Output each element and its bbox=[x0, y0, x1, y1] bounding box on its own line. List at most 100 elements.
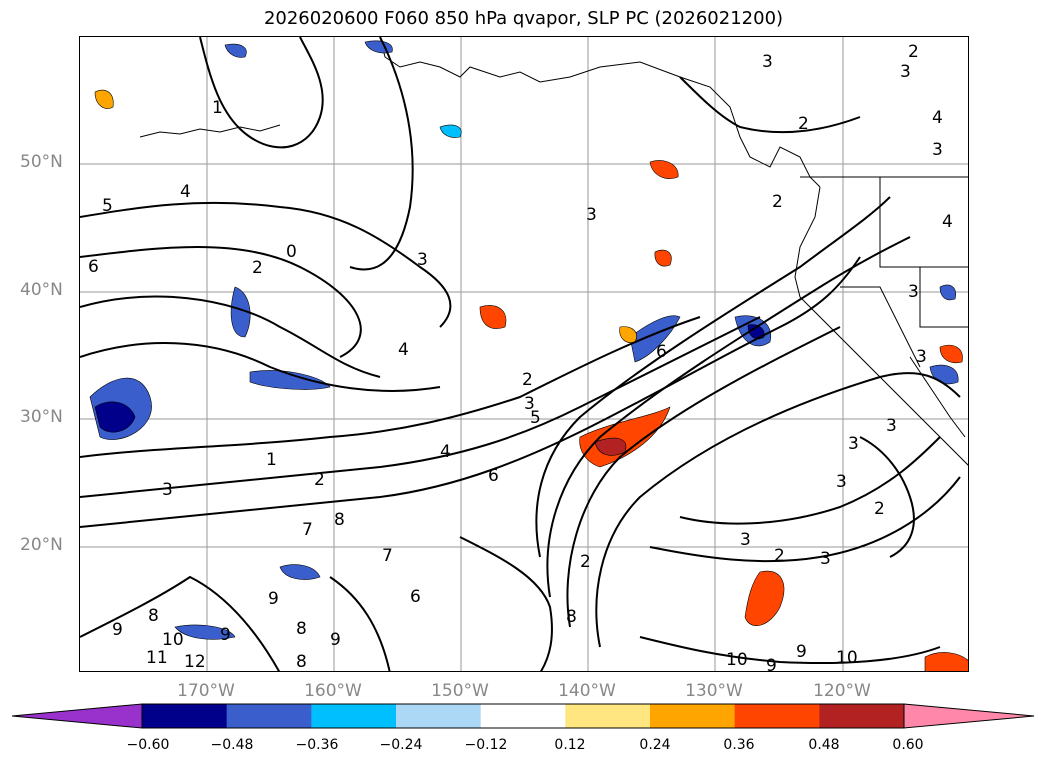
contour-label: 10 bbox=[726, 650, 748, 670]
contour-9 bbox=[546, 236, 911, 598]
contour-label: 0 bbox=[286, 242, 297, 262]
contour-label: 6 bbox=[656, 342, 667, 362]
patch-blue-6 bbox=[279, 564, 321, 580]
contour-label: 9 bbox=[268, 589, 279, 609]
contour-label: 3 bbox=[916, 347, 927, 367]
islands-aleutian bbox=[139, 124, 281, 138]
colorbar-segment bbox=[565, 704, 651, 728]
contour-label: 8 bbox=[296, 619, 307, 639]
contour-label: 11 bbox=[146, 648, 168, 668]
patch-red-5 bbox=[654, 249, 672, 267]
contour-label: 3 bbox=[820, 549, 831, 569]
lat-label-50n: 50°N bbox=[20, 152, 63, 172]
qvapor-patches bbox=[89, 40, 968, 671]
colorbar-segment bbox=[480, 704, 566, 728]
contour-label: 2 bbox=[772, 192, 783, 212]
lon-label-160w: 160°W bbox=[304, 681, 362, 701]
colorbar-tick: −0.12 bbox=[464, 737, 508, 753]
colorbar-segment bbox=[311, 704, 397, 728]
contour-label: 4 bbox=[398, 340, 409, 360]
contour-label: 3 bbox=[762, 52, 773, 72]
contour-19 bbox=[329, 576, 391, 671]
contour-label: 2 bbox=[798, 114, 809, 134]
patch-blue-11 bbox=[939, 284, 956, 301]
colorbar-segment bbox=[650, 704, 736, 728]
contour-14 bbox=[649, 476, 961, 563]
graticule bbox=[80, 37, 968, 671]
colorbar-tick: −0.36 bbox=[295, 737, 339, 753]
contour-label: 5 bbox=[530, 408, 541, 428]
colorbar-tick: −0.48 bbox=[210, 737, 254, 753]
patch-blue-9 bbox=[224, 43, 247, 58]
contour-18 bbox=[639, 636, 941, 665]
contour-label: 2 bbox=[522, 370, 533, 390]
border-states-3 bbox=[840, 286, 921, 368]
contour-label: 6 bbox=[410, 587, 421, 607]
contour-label: 9 bbox=[112, 620, 123, 640]
contour-10 bbox=[566, 326, 841, 628]
patch-blue-8 bbox=[364, 40, 393, 54]
contour-17 bbox=[459, 536, 553, 671]
lon-label-140w: 140°W bbox=[558, 681, 616, 701]
contour-label: 2 bbox=[908, 42, 919, 62]
contour-label: 8 bbox=[148, 606, 159, 626]
contour-label: 1 bbox=[212, 98, 223, 118]
contour-11 bbox=[595, 372, 961, 648]
contour-label: 4 bbox=[440, 442, 451, 462]
contour-20 bbox=[679, 76, 861, 134]
map-title: 2026020600 F060 850 hPa qvapor, SLP PC (… bbox=[263, 8, 784, 29]
contour-8 bbox=[535, 196, 891, 558]
coastline-west bbox=[794, 186, 968, 466]
colorbar-tick: −0.24 bbox=[379, 737, 423, 753]
colorbar-tick: 0.60 bbox=[892, 737, 924, 753]
contour-label: 3 bbox=[932, 140, 943, 160]
contour-label: 12 bbox=[184, 652, 206, 672]
patch-red-2 bbox=[744, 570, 785, 626]
contour-label: 4 bbox=[942, 212, 953, 232]
contour-label: 9 bbox=[220, 625, 231, 645]
lat-label-30n: 30°N bbox=[20, 407, 63, 427]
patch-blue-7 bbox=[174, 624, 236, 640]
slp-contours bbox=[80, 37, 961, 671]
patch-orange-2 bbox=[619, 326, 637, 343]
contour-label: 8 bbox=[334, 510, 345, 530]
contour-label: 5 bbox=[102, 196, 113, 216]
baja-coast bbox=[909, 356, 966, 438]
contour-label: 2 bbox=[314, 470, 325, 490]
patch-red-7 bbox=[939, 344, 963, 364]
contour-16 bbox=[80, 575, 281, 671]
contour-15 bbox=[679, 436, 941, 525]
map-panel: 1 4 5 6 2 0 3 4 2 3 5 6 1 2 3 4 6 7 7 8 … bbox=[79, 36, 969, 672]
patch-lightblue-1 bbox=[439, 124, 462, 138]
contour-label: 3 bbox=[740, 530, 751, 550]
contour-label: 7 bbox=[382, 546, 393, 566]
contour-label: 3 bbox=[162, 480, 173, 500]
patch-red-4 bbox=[649, 160, 679, 179]
colorbar-extend-low bbox=[12, 703, 143, 729]
lat-label-20n: 20°N bbox=[20, 535, 63, 555]
contour-label: 4 bbox=[180, 182, 191, 202]
colorbar-segment bbox=[819, 704, 905, 728]
contour-label: 7 bbox=[302, 520, 313, 540]
contour-label: 3 bbox=[417, 250, 428, 270]
contour-3 bbox=[80, 295, 381, 378]
map-canvas: 1 4 5 6 2 0 3 4 2 3 5 6 1 2 3 4 6 7 7 8 … bbox=[80, 37, 968, 672]
contour-1 bbox=[80, 201, 452, 328]
contour-5 bbox=[80, 316, 701, 458]
colorbar-outline bbox=[141, 703, 905, 729]
colorbar-segment bbox=[396, 704, 482, 728]
contour-label: 9 bbox=[796, 642, 807, 662]
contour-label: 9 bbox=[330, 630, 341, 650]
lon-label-170w: 170°W bbox=[177, 681, 235, 701]
patch-blue-10 bbox=[929, 364, 959, 385]
colorbar-tick: 0.48 bbox=[808, 737, 840, 753]
contour-label: 9 bbox=[766, 656, 777, 672]
lon-label-120w: 120°W bbox=[813, 681, 871, 701]
colorbar-tick: 0.24 bbox=[639, 737, 671, 753]
patch-dark-1 bbox=[94, 401, 136, 433]
contour-label: 3 bbox=[900, 62, 911, 82]
colorbar-tick: 0.36 bbox=[723, 737, 755, 753]
contour-label: 3 bbox=[524, 394, 535, 414]
colorbar-tick: 0.12 bbox=[554, 737, 586, 753]
patch-red-6 bbox=[924, 652, 968, 671]
